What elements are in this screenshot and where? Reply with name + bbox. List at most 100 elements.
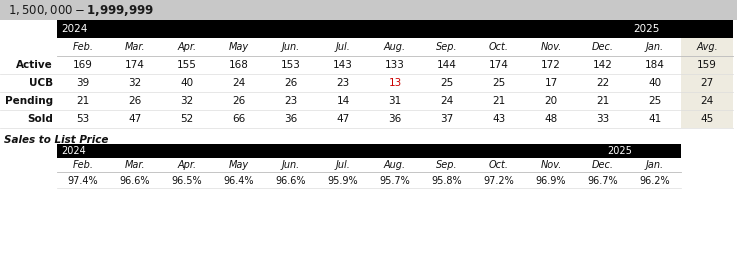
Text: Jan.: Jan. <box>646 160 664 170</box>
Text: 2025: 2025 <box>633 24 660 34</box>
Text: Oct.: Oct. <box>489 160 509 170</box>
Text: 26: 26 <box>232 96 245 106</box>
Text: 47: 47 <box>336 114 349 124</box>
Text: May: May <box>229 160 249 170</box>
Text: 96.5%: 96.5% <box>172 176 203 186</box>
Text: 168: 168 <box>229 60 249 70</box>
Text: 24: 24 <box>700 96 713 106</box>
Bar <box>0 0 737 20</box>
Text: 26: 26 <box>284 78 298 88</box>
Text: Jun.: Jun. <box>282 160 300 170</box>
Text: 159: 159 <box>697 60 717 70</box>
Text: Jan.: Jan. <box>646 42 664 52</box>
Bar <box>681 56 733 74</box>
Text: Sold: Sold <box>27 114 53 124</box>
Text: 23: 23 <box>336 78 349 88</box>
Text: 2024: 2024 <box>61 146 85 156</box>
Text: Apr.: Apr. <box>178 160 197 170</box>
Text: Feb.: Feb. <box>72 160 94 170</box>
Text: Jun.: Jun. <box>282 42 300 52</box>
Text: 174: 174 <box>489 60 509 70</box>
Text: 133: 133 <box>385 60 405 70</box>
Text: 97.4%: 97.4% <box>68 176 98 186</box>
Text: 32: 32 <box>181 96 194 106</box>
Text: Jul.: Jul. <box>335 160 350 170</box>
Text: Apr.: Apr. <box>178 42 197 52</box>
Text: 95.9%: 95.9% <box>328 176 358 186</box>
Text: 40: 40 <box>649 78 662 88</box>
Text: 95.7%: 95.7% <box>380 176 411 186</box>
Text: 172: 172 <box>541 60 561 70</box>
Text: 43: 43 <box>492 114 506 124</box>
Text: Dec.: Dec. <box>592 160 614 170</box>
Text: 96.4%: 96.4% <box>224 176 254 186</box>
Bar <box>57 56 681 74</box>
Text: 53: 53 <box>77 114 90 124</box>
Text: Jul.: Jul. <box>335 42 350 52</box>
Text: Nov.: Nov. <box>540 42 562 52</box>
Text: 96.7%: 96.7% <box>587 176 618 186</box>
Text: 36: 36 <box>388 114 402 124</box>
Text: 174: 174 <box>125 60 145 70</box>
Text: Aug.: Aug. <box>384 42 406 52</box>
Text: 48: 48 <box>545 114 558 124</box>
Text: 21: 21 <box>77 96 90 106</box>
Bar <box>681 92 733 110</box>
Text: 52: 52 <box>181 114 194 124</box>
Text: 184: 184 <box>645 60 665 70</box>
Text: 96.2%: 96.2% <box>640 176 671 186</box>
Text: 25: 25 <box>441 78 454 88</box>
Text: 36: 36 <box>284 114 298 124</box>
Text: Dec.: Dec. <box>592 42 614 52</box>
Bar <box>0 56 57 74</box>
Text: 13: 13 <box>388 78 402 88</box>
Text: Avg.: Avg. <box>696 42 718 52</box>
Text: May: May <box>229 42 249 52</box>
Text: 20: 20 <box>545 96 558 106</box>
Text: 17: 17 <box>545 78 558 88</box>
Text: Pending: Pending <box>5 96 53 106</box>
Text: 22: 22 <box>596 78 609 88</box>
Bar <box>57 144 681 158</box>
Text: Sales to List Price: Sales to List Price <box>4 135 108 145</box>
Text: UCB: UCB <box>29 78 53 88</box>
Text: 21: 21 <box>492 96 506 106</box>
Text: Sep.: Sep. <box>436 160 458 170</box>
Bar <box>57 158 681 172</box>
Text: 66: 66 <box>232 114 245 124</box>
Text: 24: 24 <box>441 96 454 106</box>
Bar <box>57 74 681 92</box>
Text: 45: 45 <box>700 114 713 124</box>
Text: 21: 21 <box>596 96 609 106</box>
Text: 40: 40 <box>181 78 194 88</box>
Bar <box>57 38 681 56</box>
Text: Oct.: Oct. <box>489 42 509 52</box>
Text: Nov.: Nov. <box>540 160 562 170</box>
Text: 37: 37 <box>441 114 454 124</box>
Text: 153: 153 <box>281 60 301 70</box>
Bar <box>681 74 733 92</box>
Text: $1,500,000 - $1,999,999: $1,500,000 - $1,999,999 <box>8 2 154 17</box>
Text: Aug.: Aug. <box>384 160 406 170</box>
Bar <box>0 110 57 128</box>
Bar <box>0 92 57 110</box>
Text: 26: 26 <box>128 96 142 106</box>
Text: 144: 144 <box>437 60 457 70</box>
Bar <box>57 110 681 128</box>
Text: 2025: 2025 <box>607 146 632 156</box>
Text: 143: 143 <box>333 60 353 70</box>
Text: 142: 142 <box>593 60 613 70</box>
Text: 169: 169 <box>73 60 93 70</box>
Text: Feb.: Feb. <box>72 42 94 52</box>
Text: Mar.: Mar. <box>125 42 145 52</box>
Bar <box>57 92 681 110</box>
Text: Mar.: Mar. <box>125 160 145 170</box>
Bar <box>0 74 57 92</box>
Text: 25: 25 <box>492 78 506 88</box>
Text: 31: 31 <box>388 96 402 106</box>
Text: 47: 47 <box>128 114 142 124</box>
Text: 27: 27 <box>700 78 713 88</box>
Text: 33: 33 <box>596 114 609 124</box>
Text: 97.2%: 97.2% <box>483 176 514 186</box>
Text: 2024: 2024 <box>61 24 88 34</box>
